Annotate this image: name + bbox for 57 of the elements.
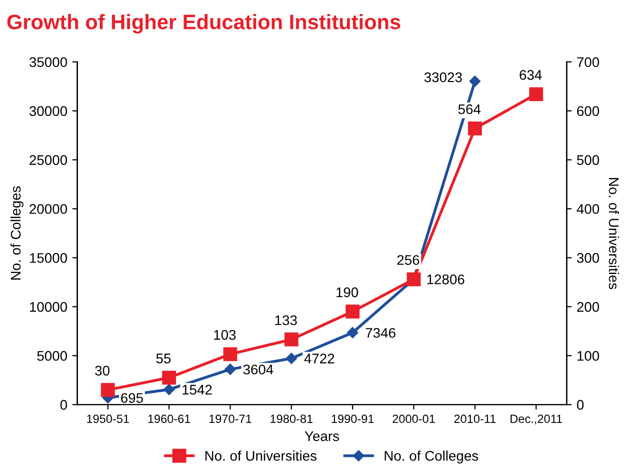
data-label: 1542: [182, 384, 212, 395]
x-tick-label: 1960-61: [148, 414, 190, 423]
point: [162, 370, 176, 385]
x-tick-label: 2000-01: [392, 414, 435, 423]
x-tick-label: 1950-51: [87, 414, 129, 423]
y2-tick-label: 500: [577, 155, 600, 165]
x-tick-label: 1980-81: [270, 414, 312, 423]
y2-axis-title: No. of Universities: [608, 178, 620, 290]
data-label: 133: [275, 315, 297, 326]
chart-title: Growth of Higher Education Institutions: [7, 14, 400, 34]
point: [468, 122, 482, 136]
y2-tick-label: 200: [577, 302, 600, 312]
y2-tick-label: 100: [578, 350, 600, 361]
point: [284, 332, 298, 346]
point: [163, 384, 175, 396]
x-tick-label: 1970-71: [209, 414, 252, 423]
y-tick-label: 0: [60, 400, 68, 410]
y-axis-title: No. of Colleges: [10, 186, 24, 280]
legend-label: No. of Colleges: [384, 450, 478, 464]
y-tick-label: 5000: [37, 350, 68, 361]
x-tick-label: Dec.,2011: [510, 414, 562, 424]
data-label: 30: [95, 366, 110, 376]
data-label: 12806: [427, 274, 464, 284]
point: [224, 364, 236, 375]
y2-tick-label: 0: [576, 400, 584, 410]
legend-label: No. of Universities: [205, 450, 316, 461]
x-axis-title: Years: [304, 431, 340, 442]
point: [286, 352, 298, 364]
data-label: 33023: [424, 72, 462, 82]
data-label: 55: [156, 354, 171, 364]
y-tick-label: 10000: [30, 302, 68, 312]
y-tick-label: 15000: [30, 253, 68, 263]
data-label: 3604: [243, 364, 274, 374]
point: [469, 76, 481, 87]
data-label: 190: [336, 287, 358, 298]
data-label: 634: [520, 70, 542, 80]
point: [223, 347, 238, 362]
y-tick-label: 35000: [29, 57, 68, 68]
y-tick-label: 25000: [30, 155, 68, 165]
data-label: 564: [458, 104, 481, 114]
point: [100, 382, 115, 397]
y2-tick-label: 700: [577, 57, 600, 68]
y2-tick-label: 600: [577, 106, 600, 116]
y-tick-label: 30000: [29, 106, 68, 116]
point: [529, 87, 544, 102]
data-label: 7346: [366, 328, 396, 338]
y-tick-label: 20000: [30, 204, 68, 214]
x-tick-label: 2010-11: [454, 414, 496, 423]
point: [346, 327, 358, 338]
data-label: 695: [121, 393, 143, 403]
data-label: 256: [397, 255, 420, 265]
data-label: 103: [214, 330, 236, 340]
x-tick-label: 1990-91: [332, 414, 374, 423]
point: [346, 304, 360, 319]
data-label: 4722: [304, 354, 334, 364]
y2-tick-label: 300: [576, 253, 600, 263]
y2-tick-label: 400: [576, 204, 600, 214]
